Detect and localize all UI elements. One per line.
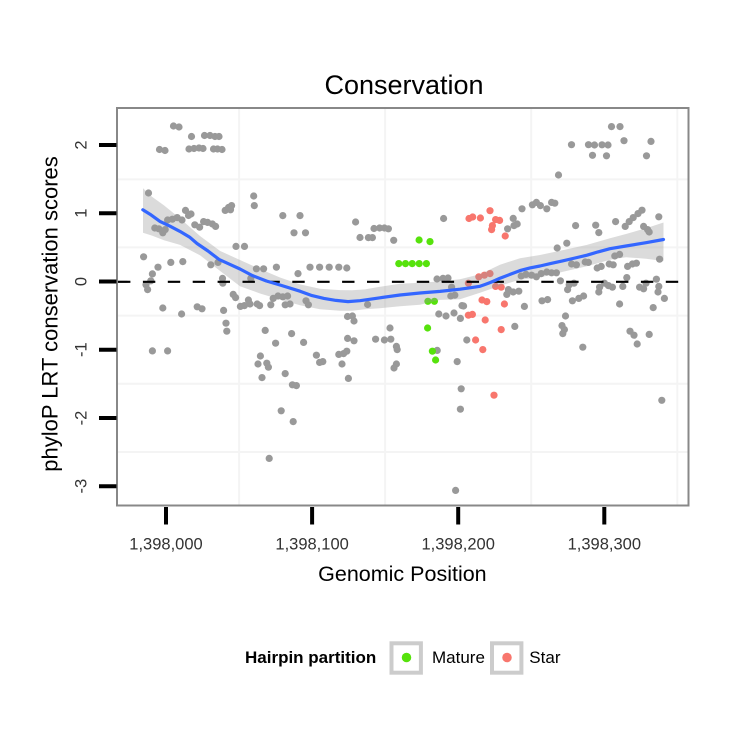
svg-text:-1: -1 (73, 342, 91, 357)
svg-text:Conservation: Conservation (324, 70, 483, 100)
svg-text:phyloP LRT conservation scores: phyloP LRT conservation scores (38, 156, 63, 472)
svg-text:Genomic Position: Genomic Position (318, 562, 487, 586)
svg-text:Hairpin partition: Hairpin partition (245, 648, 376, 667)
svg-text:1,398,100: 1,398,100 (275, 536, 348, 554)
svg-text:Star: Star (529, 648, 561, 667)
svg-text:-3: -3 (73, 479, 91, 494)
svg-text:1,398,000: 1,398,000 (129, 536, 202, 554)
svg-text:1,398,200: 1,398,200 (421, 536, 494, 554)
svg-text:Mature: Mature (432, 648, 485, 667)
svg-text:2: 2 (73, 140, 91, 149)
svg-text:1: 1 (73, 209, 91, 218)
svg-text:0: 0 (73, 277, 91, 286)
svg-text:-2: -2 (73, 411, 91, 426)
svg-text:1,398,300: 1,398,300 (568, 536, 641, 554)
